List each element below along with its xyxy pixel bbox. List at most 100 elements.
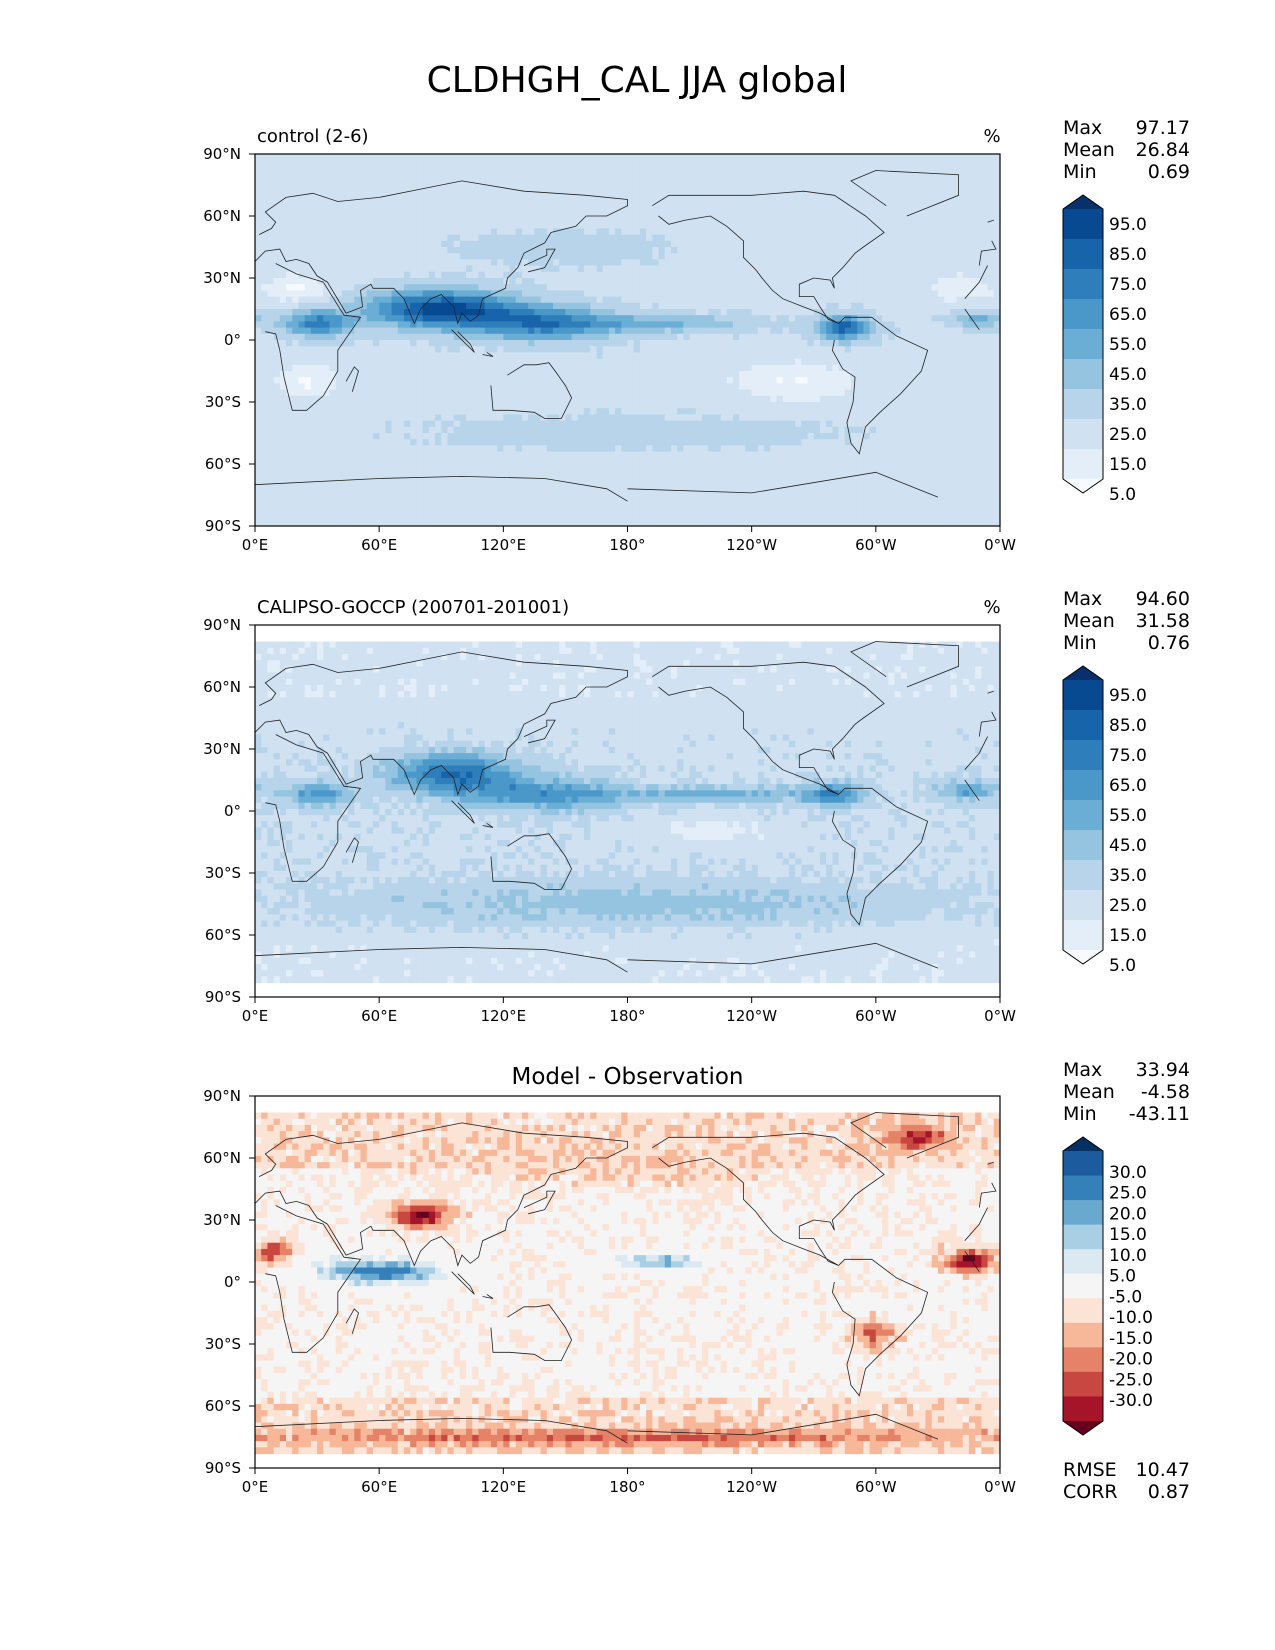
y-tick-label: 30°S (205, 1335, 241, 1353)
colorbar: 30.025.020.015.010.05.0-5.0-10.0-15.0-20… (1062, 1136, 1153, 1436)
colorbar-bin (1063, 359, 1103, 390)
colorbar-label: -20.0 (1109, 1350, 1153, 1370)
x-tick-label: 0°W (984, 536, 1016, 554)
colorbar-bin (1063, 710, 1103, 741)
coastline (255, 651, 628, 796)
y-tick-label: 30°S (205, 393, 241, 411)
coastline (850, 1112, 959, 1159)
colorbar-label: 65.0 (1109, 305, 1147, 325)
colorbar-extend-top (1063, 666, 1103, 680)
colorbar-label: 65.0 (1109, 776, 1147, 796)
coastline (978, 240, 997, 266)
colorbar-label: 95.0 (1109, 686, 1147, 706)
colorbar-label: -15.0 (1109, 1329, 1153, 1349)
coastline (831, 787, 929, 926)
colorbar-bin (1063, 800, 1103, 831)
panel-title: CALIPSO-GOCCP (200701-201001) (257, 597, 569, 618)
y-tick-label: 30°N (203, 1211, 241, 1229)
colorbar-label: 75.0 (1109, 746, 1147, 766)
colorbar-extend-top (1063, 1137, 1103, 1151)
footer-stat-value: 0.87 (1148, 1481, 1190, 1503)
colorbar-label: 15.0 (1109, 926, 1147, 946)
stat-label: Min (1063, 161, 1097, 183)
colorbar-label: 25.0 (1109, 896, 1147, 916)
colorbar-bin (1063, 1298, 1103, 1324)
x-tick-label: 120°E (481, 536, 527, 554)
y-tick-label: 60°N (203, 678, 241, 696)
coastline (964, 1250, 980, 1272)
colorbar-label: 85.0 (1109, 716, 1147, 736)
colorbar-label: 15.0 (1109, 455, 1147, 475)
coastline (255, 475, 628, 502)
x-tick-label: 0°E (242, 1478, 269, 1496)
colorbar-bin (1063, 860, 1103, 891)
panel-title: Model - Observation (511, 1064, 743, 1090)
x-tick-label: 120°W (726, 536, 777, 554)
x-tick-label: 120°W (726, 1007, 777, 1025)
y-tick-label: 60°N (203, 1149, 241, 1167)
coastline (451, 329, 475, 353)
coastline (987, 219, 994, 223)
coastline (490, 362, 573, 419)
y-tick-label: 60°S (205, 455, 241, 473)
coastline (627, 1413, 939, 1440)
stat-value: 94.60 (1136, 588, 1190, 610)
colorbar-bin (1063, 209, 1103, 240)
colorbar-outline (1062, 665, 1104, 965)
colorbar-label: 30.0 (1109, 1163, 1147, 1183)
y-tick-label: 60°N (203, 207, 241, 225)
colorbar-label: 5.0 (1109, 485, 1136, 505)
coastline (652, 190, 885, 324)
footer-stat-value: 10.47 (1136, 1459, 1190, 1481)
colorbar-label: 45.0 (1109, 836, 1147, 856)
colorbar-extend-bottom (1063, 1421, 1103, 1435)
colorbar-label: 55.0 (1109, 335, 1147, 355)
stat-value: -4.58 (1141, 1081, 1190, 1103)
colorbar-bin (1063, 890, 1103, 921)
coastline (652, 661, 885, 795)
colorbar-bin (1063, 680, 1103, 711)
coastline (255, 1122, 628, 1267)
colorbar-bin (1063, 770, 1103, 801)
colorbar-label: 35.0 (1109, 866, 1147, 886)
coastline (964, 779, 980, 801)
x-tick-label: 120°E (481, 1478, 527, 1496)
colorbar-label: -10.0 (1109, 1308, 1153, 1328)
footer-stat-label: CORR (1063, 1481, 1118, 1503)
coastline (850, 170, 959, 217)
map-panel-3: 0°E 60°E 120°E 180° 120°W 60°W 0°W 90°N 60°N 30°N… (203, 1059, 1190, 1503)
y-tick-label: 90°S (205, 1459, 241, 1477)
colorbar-bin (1063, 389, 1103, 420)
x-tick-label: 180° (609, 1007, 645, 1025)
x-tick-label: 60°E (361, 536, 397, 554)
coastline (964, 265, 988, 299)
coastline (850, 641, 959, 688)
colorbar-label: 10.0 (1109, 1246, 1147, 1266)
y-tick-label: 60°S (205, 926, 241, 944)
coastline (265, 263, 362, 411)
colorbar-bin (1063, 239, 1103, 270)
x-tick-label: 60°W (855, 1007, 897, 1025)
stat-label: Max (1063, 117, 1102, 139)
colorbar-label: 15.0 (1109, 1225, 1147, 1245)
coastline (255, 946, 628, 973)
coastline (964, 736, 988, 770)
coastline (652, 1132, 885, 1266)
colorbar-bin (1063, 299, 1103, 330)
colorbar-bin (1063, 1224, 1103, 1250)
x-tick-label: 120°E (481, 1007, 527, 1025)
colorbar: 95.0 85.0 75.0 65.0 55.0 45.0 35.0 25.0 15.0 5.0 (1062, 665, 1147, 976)
x-tick-label: 180° (609, 536, 645, 554)
stat-value: 0.69 (1148, 161, 1190, 183)
coastline (345, 837, 359, 863)
x-tick-label: 0°W (984, 1478, 1016, 1496)
coastline (255, 1417, 628, 1444)
coastline (482, 823, 494, 828)
coastline (451, 1271, 475, 1295)
x-tick-label: 0°W (984, 1007, 1016, 1025)
coastline (964, 308, 980, 330)
colorbar-label: 75.0 (1109, 275, 1147, 295)
map-panel-1: 0°E 60°E 120°E 180° 120°W 60°W 0°W 90°N 60°N 30°N… (203, 117, 1190, 554)
colorbar-label: 5.0 (1109, 956, 1136, 976)
x-tick-label: 60°W (855, 536, 897, 554)
